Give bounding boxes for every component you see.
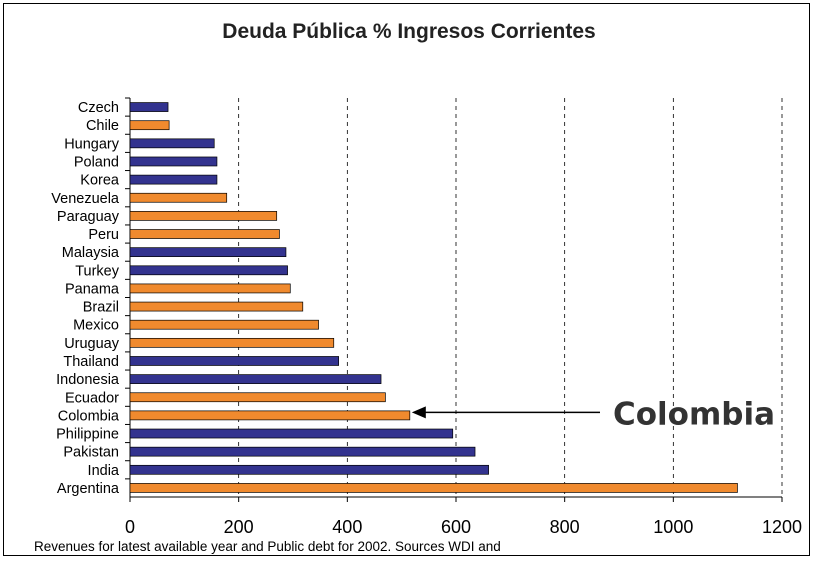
bar-uruguay [129, 337, 335, 348]
category-label: Indonesia [56, 372, 120, 388]
category-label: Argentina [57, 481, 120, 497]
category-label: Turkey [75, 263, 120, 279]
source-note: Revenues for latest available year and P… [34, 539, 501, 554]
bar-colombia [129, 410, 411, 421]
x-tick-label: 600 [441, 517, 471, 537]
category-label: Philippine [56, 427, 119, 443]
category-label: Malaysia [62, 245, 120, 261]
category-label: Mexico [73, 318, 119, 334]
bar-czech [129, 102, 169, 112]
bar-brazil [129, 301, 304, 312]
bar-argentina [129, 483, 738, 493]
bar-indonesia [129, 374, 382, 384]
category-label: Colombia [58, 408, 120, 424]
category-label: Paraguay [57, 209, 120, 225]
category-label: Korea [80, 173, 120, 189]
bar-panama [129, 283, 291, 294]
annotation-label: Colombia [613, 396, 775, 432]
category-label: Czech [78, 100, 119, 116]
x-tick-label: 1200 [762, 517, 802, 537]
category-label: Thailand [63, 354, 119, 370]
bar-korea [129, 174, 218, 185]
bar-chile [129, 120, 170, 131]
bar-philippine [129, 428, 454, 439]
bar-india [129, 464, 489, 475]
category-label: Panama [65, 281, 120, 297]
category-label: Brazil [83, 300, 119, 316]
category-label: Uruguay [64, 336, 120, 352]
bar-pakistan [129, 446, 476, 457]
bar-peru [129, 229, 280, 239]
bar-thailand [129, 356, 339, 366]
category-label: Chile [86, 118, 119, 134]
category-label: Peru [88, 227, 119, 243]
bar-paraguay [129, 211, 278, 221]
x-tick-label: 200 [224, 517, 254, 537]
annotation-arrow-head [411, 406, 426, 419]
chart-title: Deuda Pública % Ingresos Corrientes [222, 20, 596, 43]
bar-hungary [129, 138, 215, 149]
category-label: Pakistan [63, 445, 119, 461]
category-label: Poland [74, 154, 119, 170]
category-label: Hungary [64, 136, 120, 152]
category-label: Venezuela [51, 191, 120, 207]
category-label: India [88, 463, 120, 479]
x-tick-label: 400 [332, 517, 362, 537]
bar-ecuador [129, 392, 386, 403]
bar-poland [129, 156, 218, 167]
x-tick-label: 1000 [653, 517, 693, 537]
category-label: Ecuador [65, 390, 119, 406]
bar-malaysia [129, 247, 287, 258]
x-tick-label: 800 [550, 517, 580, 537]
bar-venezuela [129, 192, 228, 203]
bar-mexico [129, 319, 319, 330]
x-tick-label: 0 [125, 517, 135, 537]
chart-frame [3, 3, 810, 556]
bar-turkey [129, 265, 288, 276]
